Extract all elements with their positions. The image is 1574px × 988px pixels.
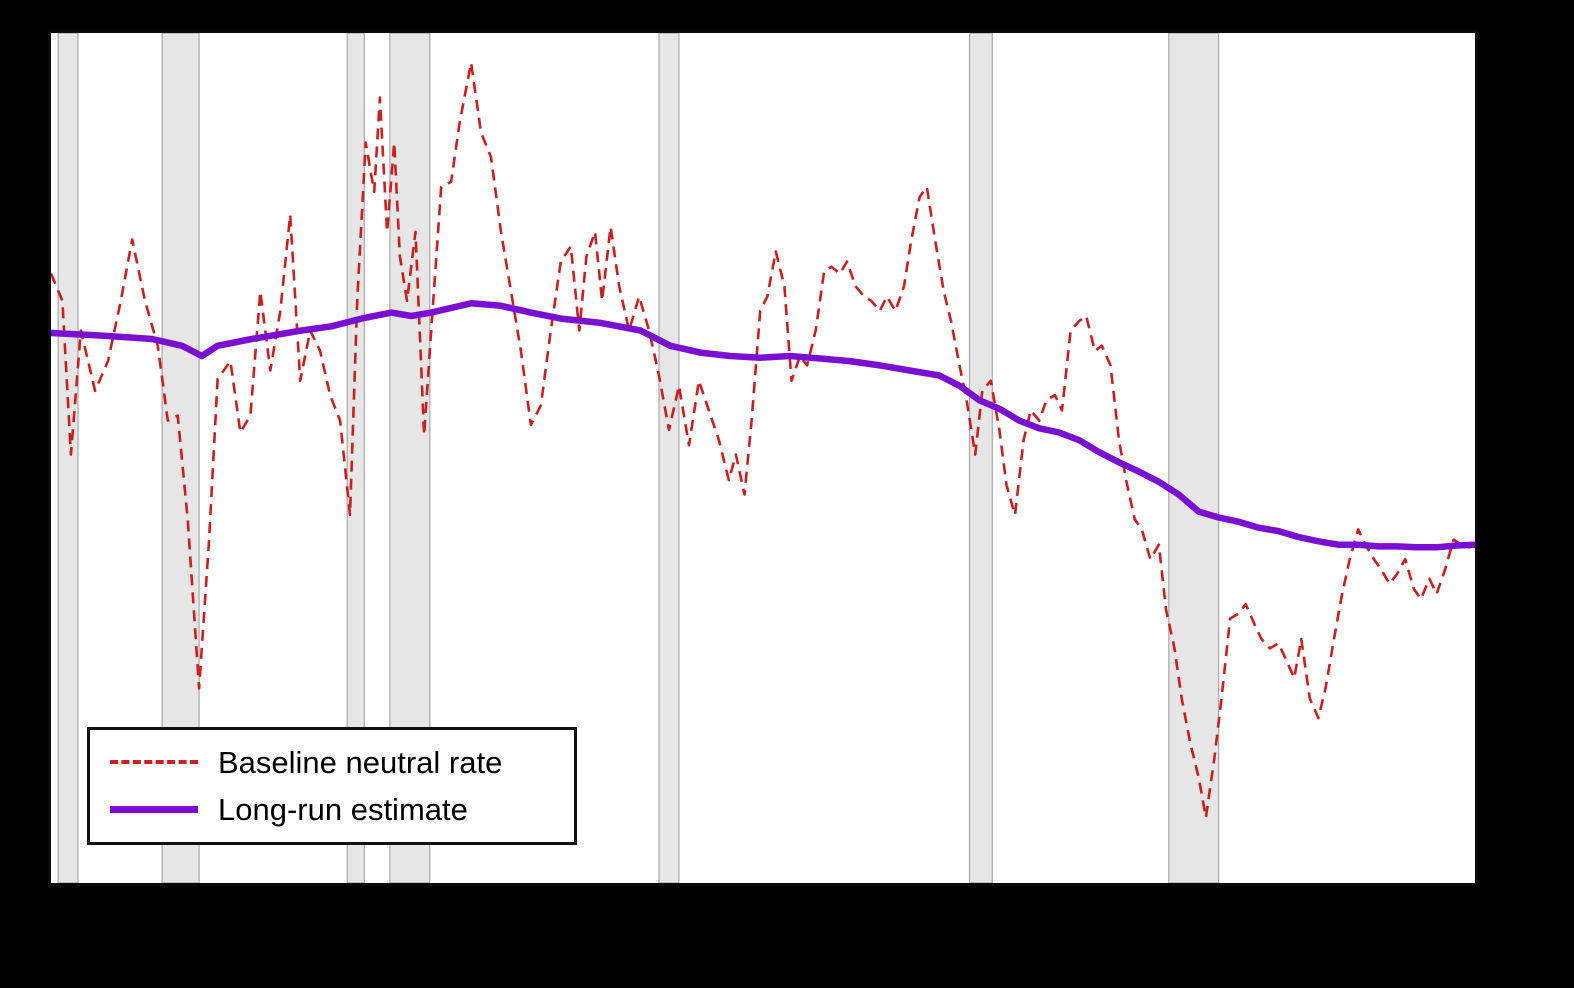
- recession-band: [658, 33, 680, 883]
- plot-area: Baseline neutral rate Long-run estimate: [48, 30, 1478, 886]
- recession-band: [968, 33, 993, 883]
- solid-line-swatch: [110, 806, 198, 814]
- legend-row-baseline: Baseline neutral rate: [110, 747, 574, 778]
- legend-label-longrun: Long-run estimate: [218, 792, 468, 828]
- legend-label-baseline: Baseline neutral rate: [218, 744, 503, 780]
- dashed-line-swatch: [110, 760, 198, 765]
- recession-band: [57, 33, 79, 883]
- legend-row-longrun: Long-run estimate: [110, 794, 574, 825]
- baseline-neutral-rate-line: [51, 61, 1475, 819]
- legend: Baseline neutral rate Long-run estimate: [87, 727, 577, 845]
- long-run-estimate-line: [51, 300, 1475, 551]
- recession-band: [1168, 33, 1220, 883]
